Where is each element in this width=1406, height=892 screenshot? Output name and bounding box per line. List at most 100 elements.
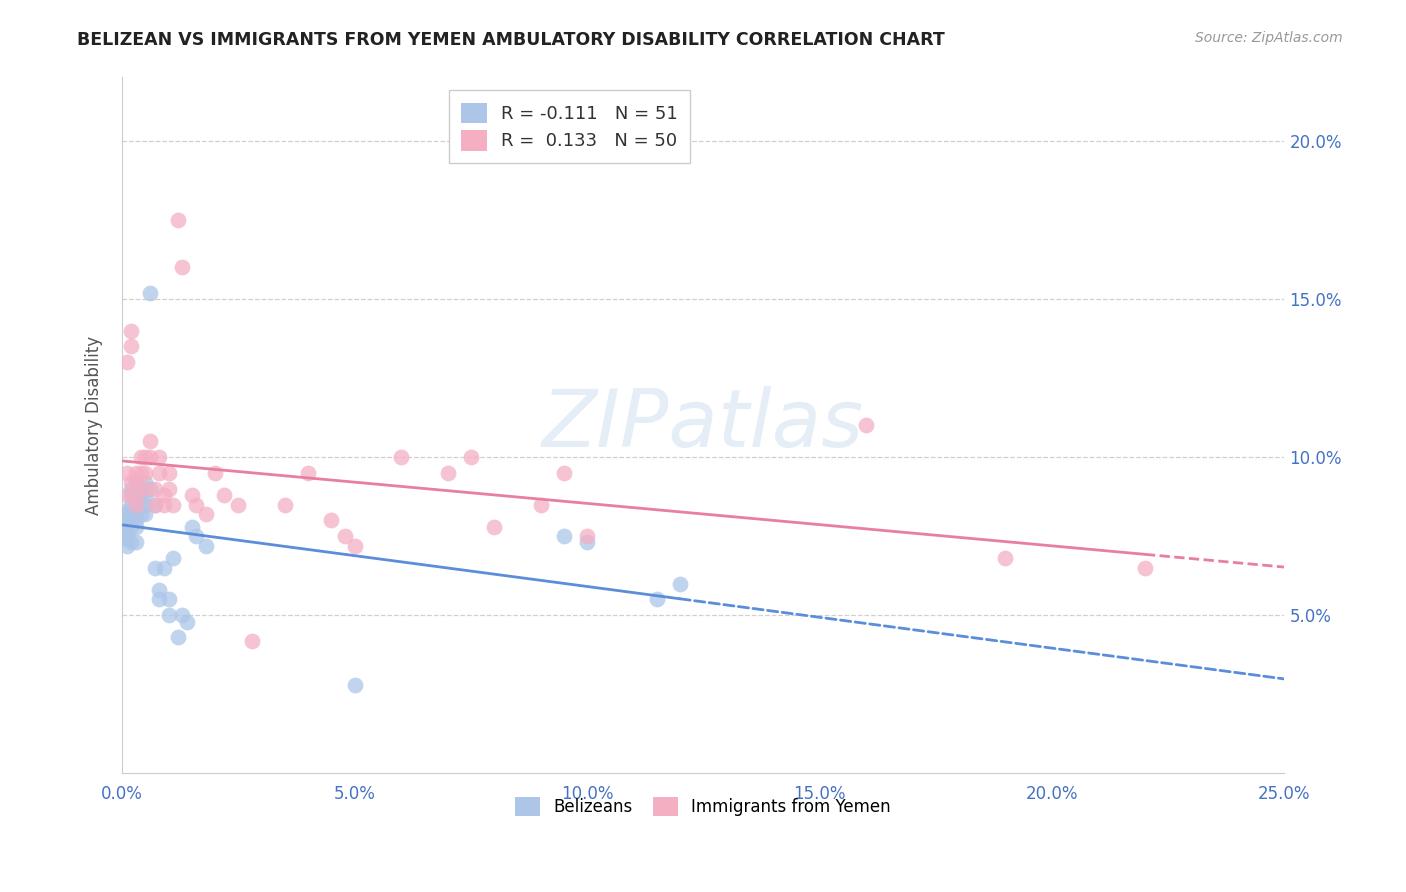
Point <box>994 551 1017 566</box>
Point <box>172 608 194 623</box>
Point <box>115 539 138 553</box>
Point <box>1133 561 1156 575</box>
Point <box>125 535 148 549</box>
Point <box>553 466 575 480</box>
Point <box>139 285 162 300</box>
Point <box>143 561 166 575</box>
Point <box>172 260 194 275</box>
Point <box>120 507 142 521</box>
Point <box>153 498 176 512</box>
Point <box>120 519 142 533</box>
Point <box>214 488 236 502</box>
Point <box>148 582 170 597</box>
Point <box>129 482 152 496</box>
Point <box>436 466 458 480</box>
Point <box>125 513 148 527</box>
Point <box>134 450 156 464</box>
Point <box>482 519 505 533</box>
Text: Source: ZipAtlas.com: Source: ZipAtlas.com <box>1195 31 1343 45</box>
Point <box>134 488 156 502</box>
Point <box>575 535 598 549</box>
Point <box>148 450 170 464</box>
Point <box>111 529 134 543</box>
Point <box>204 466 226 480</box>
Point <box>120 498 142 512</box>
Point <box>148 592 170 607</box>
Point <box>143 498 166 512</box>
Point <box>153 561 176 575</box>
Point <box>162 498 184 512</box>
Point <box>125 488 148 502</box>
Point <box>669 576 692 591</box>
Point <box>529 498 551 512</box>
Point <box>115 533 138 547</box>
Point <box>129 498 152 512</box>
Text: BELIZEAN VS IMMIGRANTS FROM YEMEN AMBULATORY DISABILITY CORRELATION CHART: BELIZEAN VS IMMIGRANTS FROM YEMEN AMBULA… <box>77 31 945 49</box>
Point <box>125 466 148 480</box>
Point <box>343 678 366 692</box>
Point <box>115 355 138 369</box>
Point <box>855 418 877 433</box>
Point <box>120 339 142 353</box>
Point <box>120 475 142 490</box>
Point <box>148 466 170 480</box>
Point <box>297 466 319 480</box>
Point <box>186 498 208 512</box>
Point <box>186 529 208 543</box>
Point <box>153 488 176 502</box>
Point <box>143 498 166 512</box>
Point <box>143 482 166 496</box>
Point <box>129 488 152 502</box>
Point <box>115 488 138 502</box>
Point <box>125 488 148 502</box>
Point <box>134 507 156 521</box>
Point <box>240 633 263 648</box>
Point <box>125 519 148 533</box>
Point <box>226 498 249 512</box>
Point <box>134 466 156 480</box>
Point <box>157 592 180 607</box>
Point <box>115 519 138 533</box>
Point <box>139 450 162 464</box>
Point <box>460 450 482 464</box>
Point <box>125 475 148 490</box>
Point <box>176 615 198 629</box>
Point <box>125 507 148 521</box>
Point <box>575 529 598 543</box>
Point <box>129 507 152 521</box>
Point <box>139 482 162 496</box>
Text: ZIPatlas: ZIPatlas <box>543 386 865 465</box>
Point <box>553 529 575 543</box>
Point <box>162 551 184 566</box>
Point <box>335 529 357 543</box>
Point <box>115 513 138 527</box>
Point <box>125 498 148 512</box>
Point <box>180 519 202 533</box>
Point <box>129 466 152 480</box>
Point <box>157 466 180 480</box>
Point <box>389 450 412 464</box>
Point <box>134 482 156 496</box>
Point <box>115 507 138 521</box>
Point <box>125 498 148 512</box>
Point <box>274 498 297 512</box>
Point <box>166 212 188 227</box>
Point <box>194 539 217 553</box>
Point <box>645 592 668 607</box>
Y-axis label: Ambulatory Disability: Ambulatory Disability <box>86 336 103 515</box>
Point <box>129 450 152 464</box>
Point <box>194 507 217 521</box>
Point <box>120 482 142 496</box>
Point <box>180 488 202 502</box>
Point <box>139 434 162 449</box>
Point <box>343 539 366 553</box>
Point <box>157 608 180 623</box>
Point <box>134 498 156 512</box>
Legend: Belizeans, Immigrants from Yemen: Belizeans, Immigrants from Yemen <box>508 789 900 824</box>
Point <box>157 482 180 496</box>
Point <box>120 513 142 527</box>
Point <box>115 504 138 518</box>
Point <box>115 466 138 480</box>
Point <box>120 324 142 338</box>
Point <box>120 488 142 502</box>
